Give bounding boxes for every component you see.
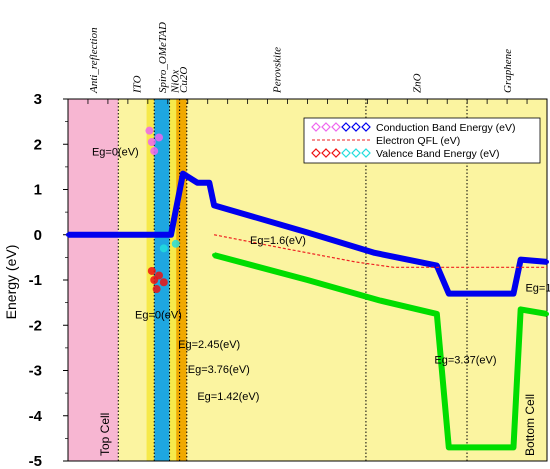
legend-marker-2-0 [311,148,321,158]
htl-marker-7 [152,285,161,294]
legend-marker-0-3 [341,122,351,132]
series-2-point-4 [446,445,451,450]
layer-band-4 [179,99,187,461]
htl-marker-1 [147,137,156,146]
series-2-point-2 [377,298,382,303]
y-tick-label-8: -5 [29,453,42,469]
htl-marker-0 [145,126,154,135]
series-0-point-12 [511,291,516,296]
series-0-point-3 [168,232,173,237]
y-tick-label-3: 0 [34,227,42,244]
series-0-point-0 [66,232,70,237]
eg-annotation-5: Eg=1.6(eV) [250,235,306,247]
series-0-point-14 [545,259,549,264]
series-line-2 [213,252,548,451]
eg-annotation-1: Eg=0(eV) [135,309,182,321]
series-0-point-10 [434,263,439,268]
htl-marker-2 [150,147,159,156]
series-2-point-3 [434,311,439,316]
y-tick-label-6: -3 [29,363,42,380]
legend-marker-2-3 [341,148,351,158]
eg-annotation-7: Eg=1.07(eV) [525,282,550,294]
htl-marker-9 [159,244,168,253]
series-2-point-7 [545,311,549,316]
htl-marker-4 [147,266,156,275]
series-0-point-7 [212,203,217,208]
legend-marker-2-4 [351,148,361,158]
series-2-point-6 [518,307,523,312]
eg-annotation-4: Eg=1.42(eV) [197,391,259,403]
layer-label-0: Anti_reflection [88,27,100,94]
layer-label-1: ITO [131,75,143,94]
y-tick-label-5: -2 [29,317,42,334]
legend-marker-0-2 [331,122,341,132]
legend-label-qfl: Electron QFL (eV) [376,135,460,147]
series-0-point-9 [372,250,377,255]
layer-label-3: NiOx [170,70,182,94]
legend-marker-2-5 [361,148,371,158]
legend: Conduction Band Energy (eV) Electron QFL… [303,117,541,164]
legend-marker-0-5 [361,122,371,132]
legend-marker-0-1 [321,122,331,132]
layer-band-0 [68,99,119,461]
legend-marker-0-4 [351,122,361,132]
y-tick-label-1: 2 [34,136,42,153]
eg-annotation-3: Eg=3.76(eV) [188,364,250,376]
series-0-point-11 [446,291,451,296]
layer-label-2: Spiro_OMeTAD [157,22,169,93]
series-0-point-6 [207,180,212,185]
series-0-point-1 [113,232,118,237]
legend-label-conduction: Conduction Band Energy (eV) [376,122,516,134]
series-2-point-0 [212,253,217,258]
eg-annotation-0: Eg=0(eV) [92,147,139,159]
layer-label-4: Cu2O [178,67,190,93]
y-axis-title: Energy (eV) [3,245,19,320]
bottom-cell-label: Bottom Cell [523,394,537,456]
legend-marker-2-2 [331,148,341,158]
htl-marker-8 [159,278,168,287]
htl-marker-6 [155,271,164,280]
series-0-point-4 [180,171,185,176]
series-0-point-8 [305,230,310,235]
eg-annotation-2: Eg=2.45(eV) [178,339,240,351]
series-0-point-13 [518,257,523,262]
layer-stripe-c [176,99,180,461]
legend-marker-0-0 [311,122,321,132]
top-cell-label: Top Cell [98,413,112,456]
series-line-1 [213,234,547,268]
series-0-point-5 [195,180,200,185]
layer-band-3 [169,99,180,461]
htl-marker-3 [155,133,164,142]
series-2-point-1 [305,278,310,282]
series-2-point-5 [511,445,516,450]
layer-label-6: ZnO [411,73,423,93]
eg-annotation-6: Eg=3.37(eV) [434,355,496,367]
legend-label-valence: Valence Band Energy (eV) [376,148,500,160]
legend-marker-2-1 [321,148,331,158]
series-0-point-2 [152,232,157,237]
layer-label-7: Graphene [502,49,514,93]
y-tick-label-7: -4 [29,408,43,425]
y-tick-label-4: -1 [29,272,42,289]
y-tick-label-0: 3 [34,91,42,108]
layer-label-5: Perovskite [271,47,283,94]
htl-marker-10 [171,239,180,248]
y-tick-label-2: 1 [34,182,42,199]
